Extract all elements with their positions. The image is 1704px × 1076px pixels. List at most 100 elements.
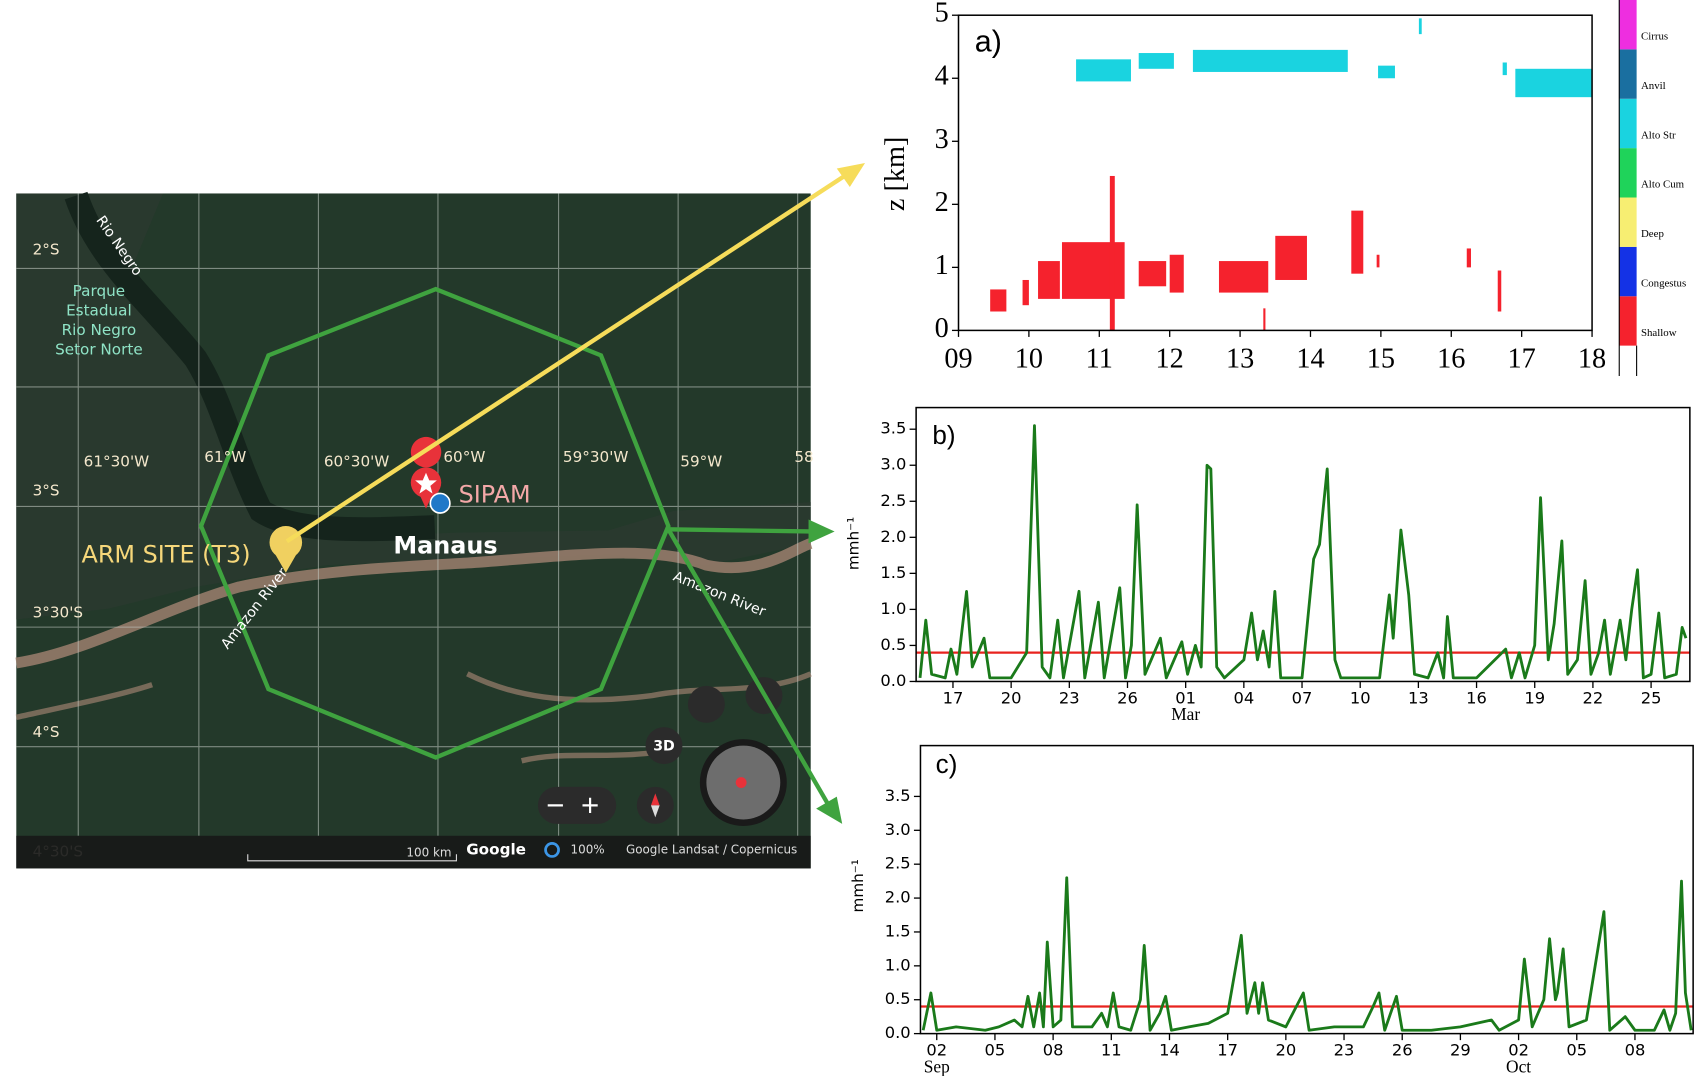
sipam-star — [415, 472, 437, 494]
x-tick-label: 08 — [1043, 1041, 1064, 1060]
y-tick-label: 3 — [935, 124, 949, 155]
colorbar-label: Anvil — [1641, 80, 1666, 92]
cloud-segment — [1515, 68, 1593, 98]
y-tick-label: 3.0 — [880, 455, 906, 474]
x-tick-label: 05 — [985, 1041, 1006, 1060]
arrow-to-c — [666, 528, 830, 806]
x-tick-label: 07 — [1292, 688, 1313, 707]
park-label: Parque — [73, 282, 125, 300]
x-tick-label: 17 — [1508, 343, 1536, 374]
y-axis-label: mmh⁻¹ — [849, 859, 867, 912]
colorbar-swatch — [1619, 0, 1637, 50]
x-tick-label: 01 — [1175, 688, 1196, 707]
y-tick-label: 1 — [935, 250, 949, 281]
colorbar-swatch — [1619, 148, 1637, 198]
cloud-segment — [1502, 62, 1507, 76]
x-tick-label: 18 — [1578, 343, 1606, 374]
cloud-segment — [1138, 261, 1167, 287]
lat-label: 3°S — [33, 482, 60, 500]
x-tick-label: 22 — [1583, 688, 1604, 707]
cloud-segment — [1076, 59, 1131, 82]
cloud-segment — [1169, 254, 1184, 293]
cloud-segment — [1138, 53, 1174, 69]
cloud-segment — [1376, 254, 1380, 268]
x-tick-label: 16 — [1466, 688, 1487, 707]
3d-button[interactable] — [645, 727, 683, 765]
cloud-segment — [1378, 65, 1395, 79]
compass-north — [650, 793, 660, 806]
map-footer — [16, 835, 811, 869]
sipam-label: SIPAM — [459, 481, 531, 509]
x-tick-label: 17 — [943, 688, 964, 707]
rio-negro — [64, 191, 436, 542]
colorbar-swatch — [1619, 197, 1637, 247]
plot-frame — [915, 406, 1691, 683]
connector-arrows — [285, 163, 866, 824]
x-tick-label: 20 — [1001, 688, 1022, 707]
x-tick-label: 29 — [1450, 1041, 1471, 1060]
radar-coverage-octagon — [198, 286, 671, 760]
cloud-segment — [1466, 248, 1471, 268]
x-tick-label: 26 — [1117, 688, 1138, 707]
panel-title: c) — [936, 749, 958, 779]
x-tick-label: 23 — [1334, 1041, 1355, 1060]
y-tick-label: 1.5 — [885, 921, 911, 940]
colorbar-swatch — [1619, 49, 1637, 99]
cloud-segment — [990, 289, 1007, 312]
x-tick-label: 02 — [1508, 1041, 1529, 1060]
lat-label: 4°S — [33, 723, 60, 741]
x-sublabel: Mar — [1171, 705, 1200, 724]
lon-label: 61°30'W — [84, 452, 150, 470]
y-tick-label: 3.5 — [880, 419, 906, 438]
colorbar-label: Congestus — [1641, 277, 1686, 289]
cloud-segment — [1061, 242, 1125, 299]
y-tick-label: 2.5 — [885, 854, 911, 873]
x-tick-label: 14 — [1296, 343, 1324, 374]
zoom-control[interactable] — [537, 786, 617, 824]
colorbar-swatch — [1619, 246, 1637, 297]
x-sublabel: Sep — [924, 1057, 950, 1076]
panel-title: a) — [975, 25, 1002, 59]
cloud-segment — [1497, 270, 1502, 312]
park-label: Setor Norte — [55, 340, 143, 358]
x-tick-label: 25 — [1641, 688, 1662, 707]
colorbar-label: Cirrus — [1641, 31, 1668, 43]
y-axis-label: z [km] — [880, 137, 911, 212]
x-tick-label: 11 — [1086, 343, 1113, 374]
x-tick-label: 23 — [1059, 688, 1080, 707]
colorbar-label: Deep — [1641, 228, 1664, 240]
zoom-icons — [547, 797, 598, 813]
cloud-segment — [1192, 49, 1348, 72]
x-tick-label: 10 — [1015, 343, 1043, 374]
x-sublabel: Oct — [1506, 1057, 1531, 1076]
x-tick-label: 15 — [1367, 343, 1395, 374]
cloud-segment — [1022, 279, 1029, 306]
plot-frame — [919, 744, 1694, 1035]
x-tick-label: 05 — [1566, 1041, 1587, 1060]
panel-title: b) — [932, 420, 955, 450]
x-tick-label: 11 — [1101, 1041, 1122, 1060]
credits: Google Landsat / Copernicus — [626, 842, 797, 856]
y-tick-label: 4 — [935, 61, 949, 92]
cloud-segment — [1263, 308, 1266, 331]
street-view-button[interactable] — [687, 685, 725, 723]
compass-south — [650, 805, 660, 818]
lon-label: 59°30'W — [563, 448, 629, 466]
lon-label: 60°30'W — [324, 452, 390, 470]
x-tick-label: 10 — [1350, 688, 1371, 707]
lat-label: 2°S — [33, 240, 60, 258]
y-tick-label: 0.0 — [880, 671, 906, 690]
arm-label: ARM SITE (T3) — [82, 540, 251, 568]
x-tick-label: 09 — [944, 343, 972, 374]
amazon-river — [15, 538, 813, 669]
arrowhead-b — [808, 519, 835, 544]
y-tick-label: 1.5 — [880, 563, 906, 582]
3d-label[interactable]: 3D — [653, 739, 675, 755]
colorbar-frame — [1618, 0, 1638, 377]
y-axis-label: mmh⁻¹ — [845, 517, 863, 570]
x-tick-label: 13 — [1408, 688, 1429, 707]
cloud-segment — [1351, 210, 1364, 274]
